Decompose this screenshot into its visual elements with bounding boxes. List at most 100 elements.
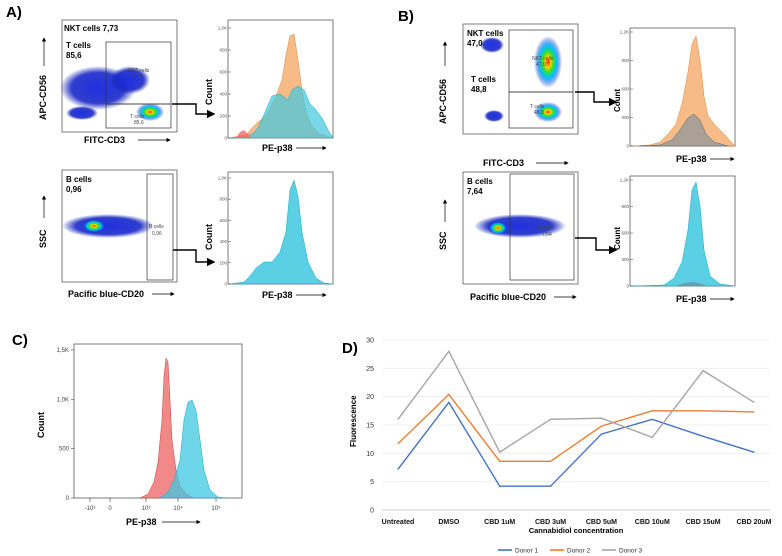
d-point	[651, 410, 653, 412]
b-hist-bottom-ylabel: Count	[613, 227, 622, 250]
d-point	[702, 435, 704, 437]
panel-label-b: B)	[398, 8, 414, 25]
b-cluster-blue-top	[480, 37, 504, 53]
d-xtick-label: CBD 1uM	[484, 519, 515, 526]
d-point	[397, 468, 399, 470]
b-hist-bottom-ytick-label: 0	[626, 284, 629, 289]
d-series-line-donor-1	[397, 401, 755, 487]
a-b-cluster-hot	[82, 219, 106, 233]
d-xtick-label: DMSO	[438, 519, 460, 526]
d-xtick-label: CBD 10uM	[635, 519, 670, 526]
a-hist-bottom-yticks: 0 200 400 600 800 1,0K	[218, 176, 231, 287]
d-point	[600, 417, 603, 419]
d-point	[702, 370, 704, 372]
a-cluster-low	[66, 106, 98, 120]
b-hist-bottom-ytick-label: 300	[621, 257, 629, 262]
a-inner-nkt-name: NKT cells	[128, 68, 150, 74]
a-hist-bottom-ytick-label: 600	[219, 218, 227, 223]
b-hist-top-yticks: 0 300 600 900 1,2K	[620, 30, 633, 149]
b-hist-top-orange	[631, 35, 736, 147]
d-point	[397, 443, 399, 445]
d-yticks: 0 5 10 15 20 25 30	[366, 338, 374, 515]
a-hist-bottom-ytick-label: 1,0K	[218, 176, 227, 181]
a-inner-t-name: T cells	[130, 114, 145, 120]
d-point	[753, 401, 755, 403]
a-hist-top-ytick-label: 1,0K	[218, 26, 227, 31]
d-legend-label: Donor 1	[515, 548, 539, 555]
c-hist-cyan	[159, 399, 227, 499]
a-scatter-bottom-xlabel: Pacific blue-CD20	[68, 289, 144, 299]
a-gate-nkt-title: NKT cells 7,73	[64, 24, 119, 33]
a-hist-bottom-xlabel: PE-p38	[262, 290, 293, 300]
c-xtick-label: -10³	[85, 506, 96, 512]
b-hist-bottom-cyan	[631, 181, 736, 287]
a-hist-top-ylabel: Count	[204, 79, 214, 105]
b-hist-top-gray	[639, 113, 729, 147]
a-hist-top-xlabel: PE-p38	[262, 143, 293, 153]
b-hist-bottom-ytick-label: 1,2K	[620, 178, 629, 183]
d-point	[499, 460, 501, 462]
a-inner-nkt-value: 7,73	[132, 74, 142, 80]
b-hist-top-xlabel: PE-p38	[676, 154, 707, 164]
a-hist-top-ytick-label: 0	[224, 136, 227, 141]
a-hist-bottom-ylabel: Count	[204, 224, 214, 250]
c-xtick-label: 10⁴	[173, 505, 183, 512]
a-hist-bottom-ytick-label: 800	[219, 197, 227, 202]
b-hist-top-ytick-label: 0	[626, 144, 629, 149]
d-xticks: Untreated DMSO CBD 1uM CBD 3uM CBD 5uM CBD 10…	[382, 519, 772, 526]
c-ytick-label: 1,5K	[57, 348, 69, 354]
d-series	[397, 350, 755, 487]
b-connector-bottom	[575, 237, 618, 255]
d-xtick-label: CBD 15uM	[686, 519, 721, 526]
b-hist-top-ytick-label: 300	[621, 115, 629, 120]
fluorescence-line-chart: 0 5 10 15 20 25 30 Untreated DMSO CBD 1uM CBD 3uM…	[349, 338, 772, 555]
d-series-line-donor-2	[397, 393, 755, 462]
b-cluster-t	[534, 102, 562, 122]
a-hist-top-ytick-label: 600	[219, 70, 227, 75]
d-ytick-label: 30	[366, 338, 374, 345]
d-legend-label: Donor 3	[619, 548, 643, 555]
a-hist-top-red	[236, 130, 252, 138]
b-gate-b	[509, 173, 575, 281]
a-gate-t	[105, 103, 172, 129]
b-hist-top: PE-p38 Count 0 300 600 900 1,2K	[613, 27, 736, 164]
d-ytick-label: 5	[370, 479, 374, 486]
d-point	[600, 433, 603, 435]
a-hist-bottom: PE-p38 Count 0 200 400 600 800 1,0K	[204, 171, 334, 300]
d-xtick-label: CBD 3uM	[535, 519, 566, 526]
a-hist-top-ytick-label: 400	[219, 92, 227, 97]
a-hist-bottom-ytick-label: 400	[219, 239, 227, 244]
b-scatter-top: NKT cells 47,0 T cells 48,8 NKT cells 47…	[438, 23, 579, 168]
d-ytick-label: 10	[366, 451, 374, 458]
d-point	[549, 418, 552, 420]
a-connector-bottom	[173, 249, 216, 267]
a-gate-t-name: T cells	[66, 41, 91, 50]
b-scatter-bottom: B cells 7,64 B cells 7,64 Pacific blue-C…	[438, 171, 579, 302]
a-scatter-top: NKT cells 7,73 T cells 85,6 NKT cells 7,…	[38, 19, 178, 145]
a-scatter-top-ylabel: APC-CD56	[38, 75, 48, 120]
b-hist-bottom-gray	[676, 282, 708, 286]
d-xtick-label: CBD 20uM	[736, 519, 771, 526]
c-histogram: PE-p38 Count 0 500 1,0K 1,5K -10³ 0 10³ 10⁴ 10⁵	[36, 343, 243, 527]
d-legend-label: Donor 2	[567, 548, 591, 555]
b-gate-t	[508, 91, 574, 129]
b-hist-bottom-yticks: 0 300 600 900 1,2K	[620, 178, 633, 289]
d-series-line-donor-3	[397, 350, 755, 454]
b-hist-top-ylabel: Count	[613, 89, 622, 112]
b-inner-b-name: B cells	[538, 225, 553, 231]
a-hist-top-cyan	[229, 85, 334, 139]
b-inner-t-name: T cells	[530, 104, 545, 110]
d-point	[702, 410, 704, 412]
d-ytick-label: 20	[366, 394, 374, 401]
a-inner-b-value: 0,96	[152, 231, 162, 237]
b-connector-top	[575, 91, 618, 107]
a-cluster-hot	[136, 103, 164, 121]
d-point	[499, 451, 501, 453]
b-inner-nkt-value: 47,0	[536, 62, 546, 68]
c-xticks: -10³ 0 10³ 10⁴ 10⁵	[85, 498, 221, 512]
d-grid	[382, 339, 770, 511]
a-hist-top-yticks: 0 200 400 600 800 1,0K	[218, 26, 231, 141]
a-gate-b	[146, 173, 174, 281]
b-inner-b-value: 7,64	[542, 232, 552, 238]
